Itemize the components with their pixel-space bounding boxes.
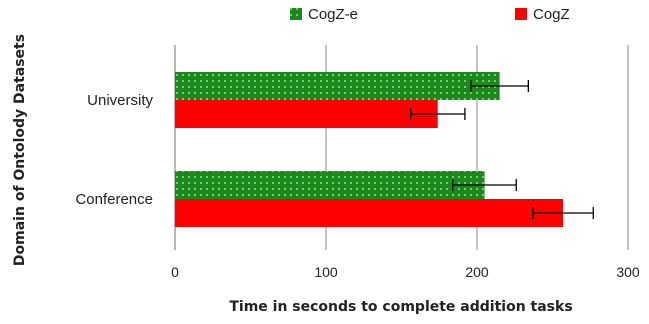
x-axis-title: Time in seconds to complete addition tas…	[229, 299, 572, 315]
legend-label-cogz: CogZ	[533, 6, 570, 23]
bars	[175, 72, 564, 227]
category-label-university: University	[87, 92, 153, 109]
category-label-conference: Conference	[75, 191, 153, 208]
legend-swatch-cogz	[515, 8, 527, 20]
bar-university-cogz-e	[175, 72, 500, 100]
x-tick-100: 100	[314, 264, 338, 280]
bar-conference-cogz-e	[175, 171, 485, 199]
legend: CogZ-e CogZ	[290, 6, 570, 23]
y-axis-title: Domain of Ontolody Datasets	[12, 34, 28, 266]
bar-conference-cogz	[175, 199, 564, 227]
legend-label-cogz-e: CogZ-e	[308, 6, 358, 23]
x-tick-200: 200	[465, 264, 489, 280]
y-category-labels: University Conference	[75, 92, 153, 208]
x-tick-labels: 0 100 200 300	[171, 264, 640, 280]
bar-university-cogz	[175, 100, 438, 128]
error-bars	[409, 80, 594, 219]
x-tick-300: 300	[616, 264, 640, 280]
legend-swatch-cogz-e	[290, 8, 302, 20]
x-tick-0: 0	[171, 264, 179, 280]
